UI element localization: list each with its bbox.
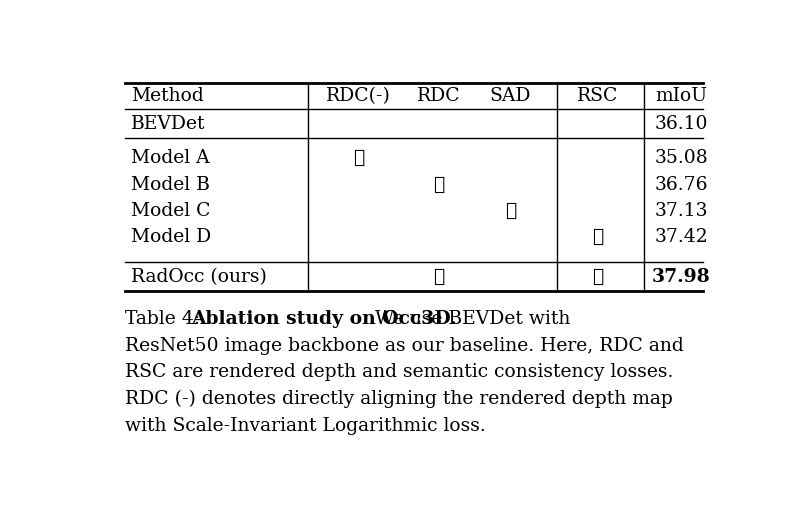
Text: SAD: SAD — [490, 88, 531, 105]
Text: 36.76: 36.76 — [654, 176, 708, 193]
Text: ResNet50 image backbone as our baseline. Here, RDC and: ResNet50 image backbone as our baseline.… — [125, 336, 684, 355]
Text: 35.08: 35.08 — [654, 149, 708, 167]
Text: Model B: Model B — [132, 176, 210, 193]
Text: Table 4:: Table 4: — [125, 310, 206, 328]
Text: ✓: ✓ — [433, 176, 444, 193]
Text: ✓: ✓ — [353, 149, 364, 167]
Text: 36.10: 36.10 — [654, 115, 708, 133]
Text: with Scale-Invariant Logarithmic loss.: with Scale-Invariant Logarithmic loss. — [125, 416, 486, 435]
Text: Ablation study on Occ3D.: Ablation study on Occ3D. — [192, 310, 457, 328]
Text: ✓: ✓ — [592, 228, 603, 246]
Text: ✓: ✓ — [433, 268, 444, 286]
Text: RSC are rendered depth and semantic consistency losses.: RSC are rendered depth and semantic cons… — [125, 363, 674, 381]
Text: 37.98: 37.98 — [652, 268, 711, 286]
Text: BEVDet: BEVDet — [132, 115, 206, 133]
Text: RDC (-) denotes directly aligning the rendered depth map: RDC (-) denotes directly aligning the re… — [125, 390, 673, 408]
Text: RDC: RDC — [417, 88, 461, 105]
Text: RDC(-): RDC(-) — [326, 88, 391, 105]
Text: RSC: RSC — [577, 88, 618, 105]
Text: Model A: Model A — [132, 149, 210, 167]
Text: Method: Method — [132, 88, 204, 105]
Text: Model C: Model C — [132, 202, 211, 220]
Text: We use BEVDet with: We use BEVDet with — [369, 310, 570, 328]
Text: 37.42: 37.42 — [654, 228, 708, 246]
Text: RadOcc (ours): RadOcc (ours) — [132, 268, 267, 286]
Text: ✓: ✓ — [592, 268, 603, 286]
Text: 37.13: 37.13 — [654, 202, 708, 220]
Text: mIoU: mIoU — [655, 88, 707, 105]
Text: Model D: Model D — [132, 228, 212, 246]
Text: ✓: ✓ — [504, 202, 516, 220]
